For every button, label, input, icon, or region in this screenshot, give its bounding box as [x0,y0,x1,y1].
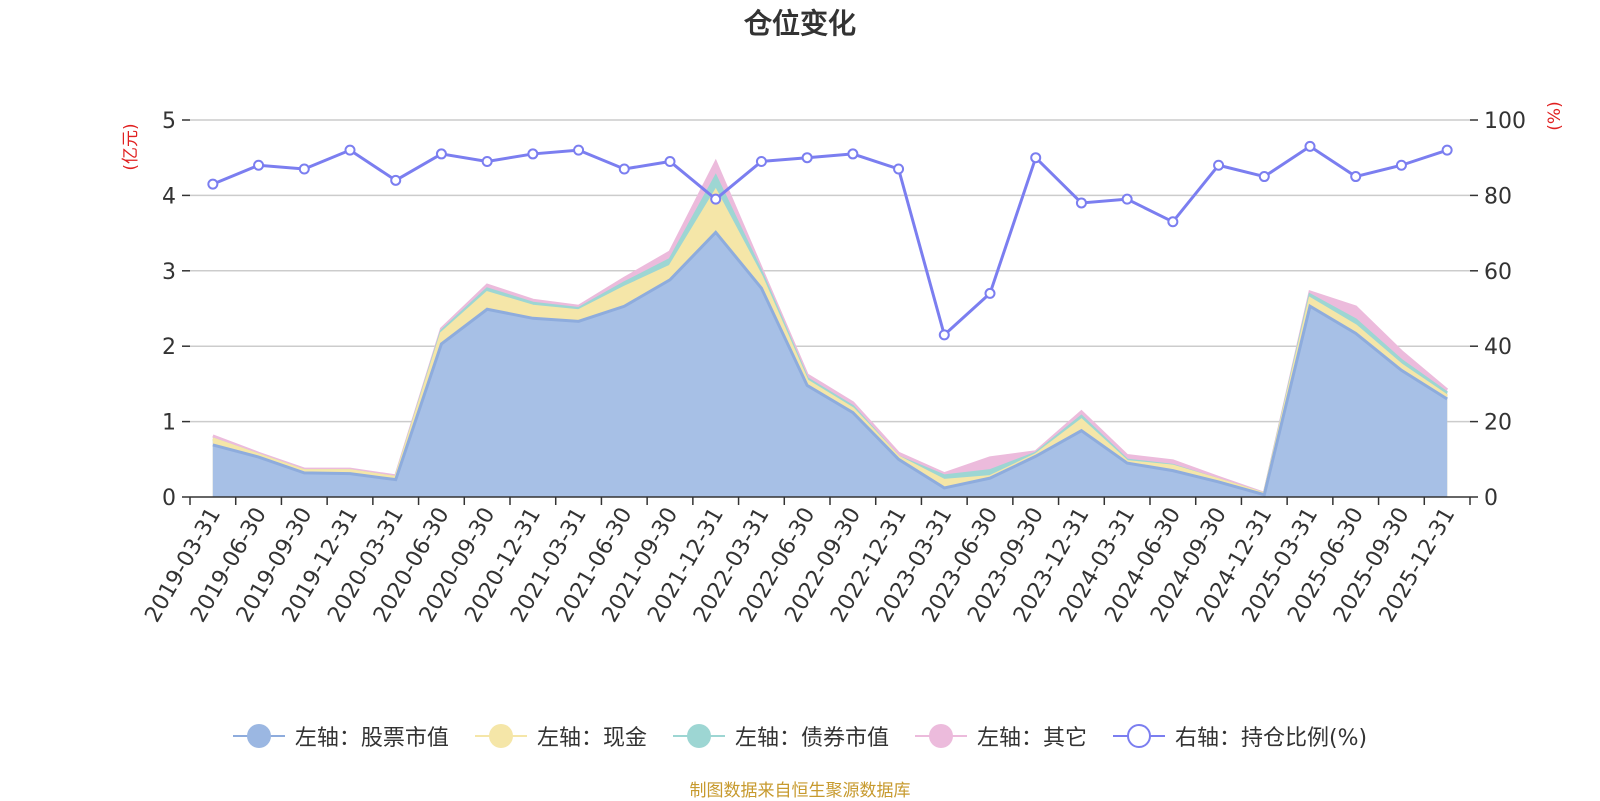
line-point [435,148,447,160]
legend-item[interactable]: 左轴：其它 [914,720,1087,752]
legend: 左轴：股票市值 左轴：现金 左轴：债券市值 左轴：其它 右轴：持仓比例(%) [0,716,1600,756]
left-axis-tick-label: 2 [162,335,176,360]
line-point [1395,159,1407,171]
legend-label: 左轴：债券市值 [734,726,889,751]
line-point [938,329,950,341]
line-point [1167,216,1179,228]
line-point [481,155,493,167]
line-右轴：持仓比例(%) [212,144,1448,338]
line-point [390,174,402,186]
right-axis-tick-label: 80 [1484,184,1512,209]
left-axis-tick-label: 0 [162,486,176,511]
line-point [298,163,310,175]
line-point [207,178,219,190]
line-point [1213,159,1225,171]
legend-item[interactable]: 右轴：持仓比例(%) [1112,720,1368,752]
chart-title: 仓位变化 [743,7,856,40]
line-point [253,159,265,171]
legend-label: 左轴：其它 [976,726,1087,751]
legend-item[interactable]: 左轴：债券市值 [672,720,889,752]
right-axis-tick-label: 20 [1484,411,1512,436]
right-axis-unit-label: (%) [1545,101,1565,130]
line-point [710,193,722,205]
line-point [1075,197,1087,209]
left-axis-tick-label: 3 [162,260,176,285]
ratio-line [207,140,1453,341]
line-point [801,152,813,164]
line-point [755,155,767,167]
legend-label: 左轴：现金 [536,726,647,751]
area-左轴：股票市值 [212,232,1448,497]
line-point [527,148,539,160]
stacked-areas [212,158,1449,498]
line-point [1030,152,1042,164]
left-axis-unit-label: (亿元) [121,123,141,170]
source-note: 制图数据来自恒生聚源数据库 [689,781,911,801]
line-point [1350,171,1362,183]
right-axis-tick-label: 0 [1484,486,1498,511]
right-axis-tick-label: 100 [1484,109,1526,134]
line-point [1304,140,1316,152]
legend-swatch-icon [914,722,967,750]
line-point [847,148,859,160]
legend-label: 右轴：持仓比例(%) [1174,726,1368,751]
right-axis-tick-label: 40 [1484,335,1512,360]
line-point [664,155,676,167]
legend-swatch-icon [474,722,527,750]
left-axis-tick-label: 5 [162,109,176,134]
line-point [344,144,356,156]
line-point [984,287,996,299]
area-edge-左轴：股票市值 [212,230,1448,497]
legend-item[interactable]: 左轴：股票市值 [232,720,449,752]
gridlines [190,119,1470,423]
legend-swatch-icon [672,722,725,750]
line-point [1121,193,1133,205]
line-point [1258,171,1270,183]
right-axis-tick-label: 60 [1484,260,1512,285]
legend-label: 左轴：股票市值 [294,726,449,751]
left-axis-tick-label: 1 [162,411,176,436]
axes [182,119,1478,505]
legend-swatch-icon [232,722,285,750]
line-point [1441,144,1453,156]
line-point [618,163,630,175]
left-axis-tick-label: 4 [162,184,176,209]
line-point [573,144,585,156]
legend-item[interactable]: 左轴：现金 [474,720,647,752]
line-point [893,163,905,175]
legend-swatch-icon [1112,722,1165,750]
